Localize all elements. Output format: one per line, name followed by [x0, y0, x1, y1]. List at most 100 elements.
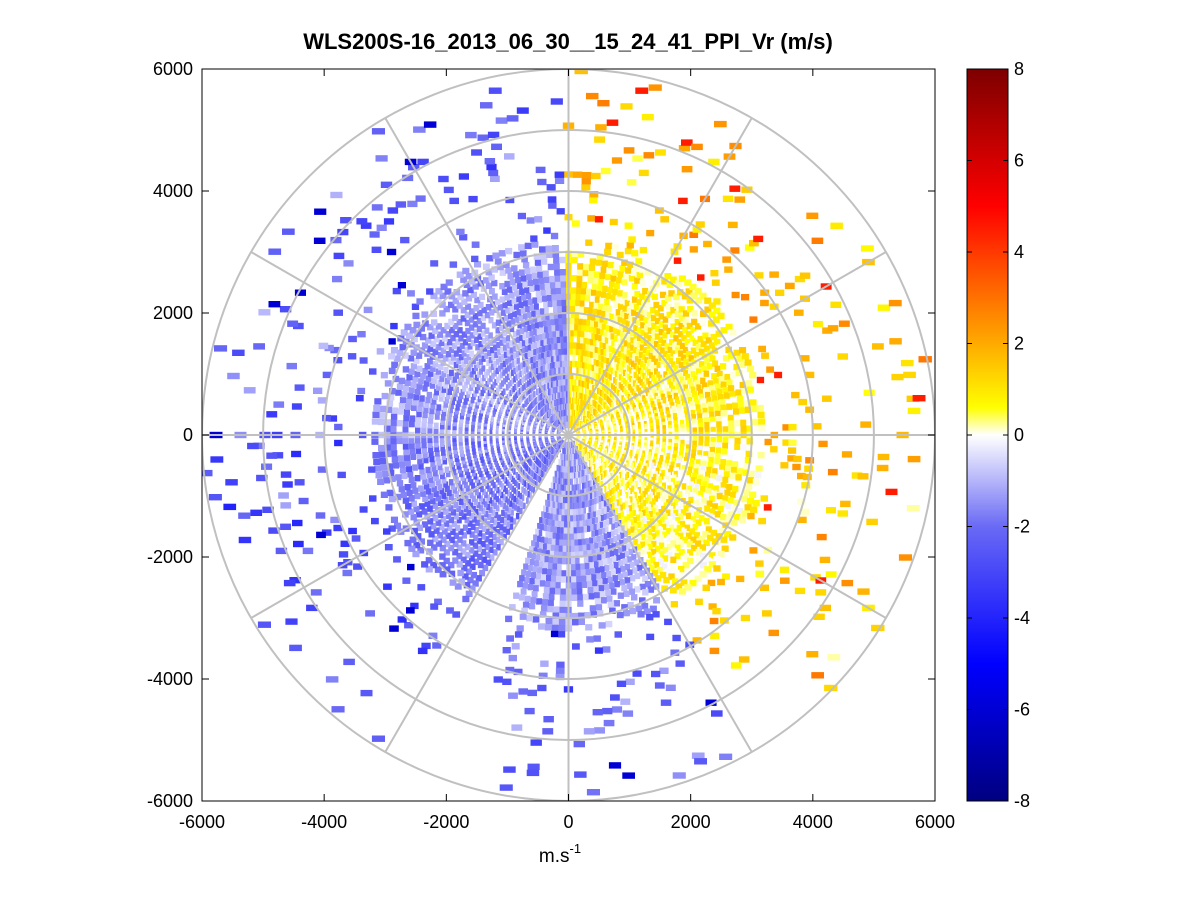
velocity-cell — [661, 445, 666, 452]
velocity-cell — [334, 439, 343, 447]
velocity-cell — [492, 481, 496, 489]
velocity-cell — [784, 282, 795, 290]
velocity-cell — [656, 361, 661, 368]
velocity-cell — [435, 454, 441, 462]
velocity-cell — [680, 394, 686, 402]
velocity-cell — [615, 378, 618, 386]
velocity-cell — [434, 389, 440, 396]
velocity-cell — [390, 425, 397, 433]
velocity-cell — [614, 282, 620, 290]
velocity-cell — [459, 342, 465, 350]
velocity-cell — [611, 244, 619, 251]
velocity-cell — [577, 508, 581, 515]
velocity-cell — [476, 502, 481, 509]
velocity-cell — [527, 387, 531, 395]
velocity-cell — [464, 368, 469, 375]
velocity-cell — [601, 501, 604, 508]
velocity-cell — [628, 505, 632, 512]
velocity-cell — [381, 392, 389, 400]
velocity-cell — [659, 408, 664, 415]
velocity-cell — [406, 465, 412, 473]
velocity-cell — [703, 493, 710, 500]
velocity-cell — [439, 436, 445, 443]
velocity-cell — [583, 387, 586, 395]
velocity-cell — [360, 689, 373, 697]
velocity-cell — [663, 502, 668, 509]
velocity-cell — [430, 403, 436, 410]
velocity-cell — [428, 412, 434, 419]
velocity-cell — [749, 491, 757, 498]
velocity-cell — [648, 84, 662, 91]
velocity-cell — [639, 279, 646, 287]
velocity-cell — [445, 485, 450, 492]
velocity-cell — [678, 145, 691, 152]
velocity-cell — [594, 567, 600, 574]
velocity-cell — [550, 507, 554, 514]
velocity-cell — [726, 460, 733, 467]
velocity-cell — [615, 295, 621, 303]
velocity-cell — [410, 482, 417, 489]
velocity-cell — [780, 577, 790, 584]
velocity-cell — [607, 305, 612, 313]
velocity-cell — [355, 395, 364, 402]
velocity-cell — [516, 625, 524, 632]
velocity-cell — [426, 391, 432, 399]
velocity-cell — [478, 341, 483, 348]
velocity-cell — [752, 478, 760, 485]
velocity-cell — [709, 617, 719, 625]
velocity-cell — [543, 716, 554, 723]
velocity-cell — [202, 469, 213, 477]
velocity-cell — [687, 378, 693, 385]
velocity-cell — [586, 544, 591, 551]
velocity-cell — [691, 418, 697, 425]
velocity-cell — [581, 400, 584, 407]
velocity-cell — [468, 361, 474, 368]
velocity-cell — [619, 323, 624, 331]
velocity-cell — [695, 598, 703, 605]
velocity-cell — [668, 573, 675, 580]
velocity-cell — [539, 555, 545, 562]
velocity-cell — [571, 612, 579, 620]
velocity-cell — [479, 569, 486, 577]
velocity-cell — [746, 425, 754, 432]
velocity-cell — [573, 521, 577, 528]
velocity-cell — [633, 263, 640, 271]
velocity-cell — [576, 484, 579, 491]
velocity-cell — [402, 443, 409, 450]
velocity-cell — [464, 346, 470, 354]
velocity-cell — [550, 488, 554, 496]
velocity-cell — [708, 302, 716, 309]
velocity-cell — [719, 753, 733, 760]
velocity-cell — [605, 570, 612, 578]
velocity-cell — [578, 349, 582, 356]
velocity-cell — [586, 388, 589, 396]
velocity-cell — [705, 337, 712, 344]
velocity-cell — [703, 240, 712, 248]
velocity-cell — [448, 570, 456, 577]
velocity-cell — [436, 459, 442, 466]
velocity-cell — [631, 378, 635, 385]
velocity-cell — [376, 348, 385, 355]
velocity-cell — [523, 563, 529, 570]
velocity-cell — [698, 436, 704, 443]
velocity-cell — [723, 471, 730, 478]
velocity-cell — [656, 434, 660, 442]
velocity-cell — [454, 524, 461, 532]
velocity-cell — [704, 436, 710, 443]
velocity-cell — [545, 499, 548, 507]
velocity-cell — [722, 442, 728, 450]
velocity-cell — [573, 330, 578, 337]
velocity-cell — [529, 371, 532, 378]
velocity-cell — [755, 570, 765, 577]
velocity-cell — [614, 521, 619, 529]
velocity-cell — [560, 576, 567, 583]
velocity-cell — [726, 484, 733, 491]
velocity-cell — [643, 479, 647, 486]
velocity-cell — [563, 472, 566, 479]
velocity-cell — [602, 304, 608, 311]
velocity-cell — [592, 511, 596, 518]
velocity-cell — [584, 251, 591, 258]
velocity-cell — [580, 337, 584, 344]
velocity-cell — [324, 344, 334, 352]
velocity-cell — [593, 271, 600, 278]
